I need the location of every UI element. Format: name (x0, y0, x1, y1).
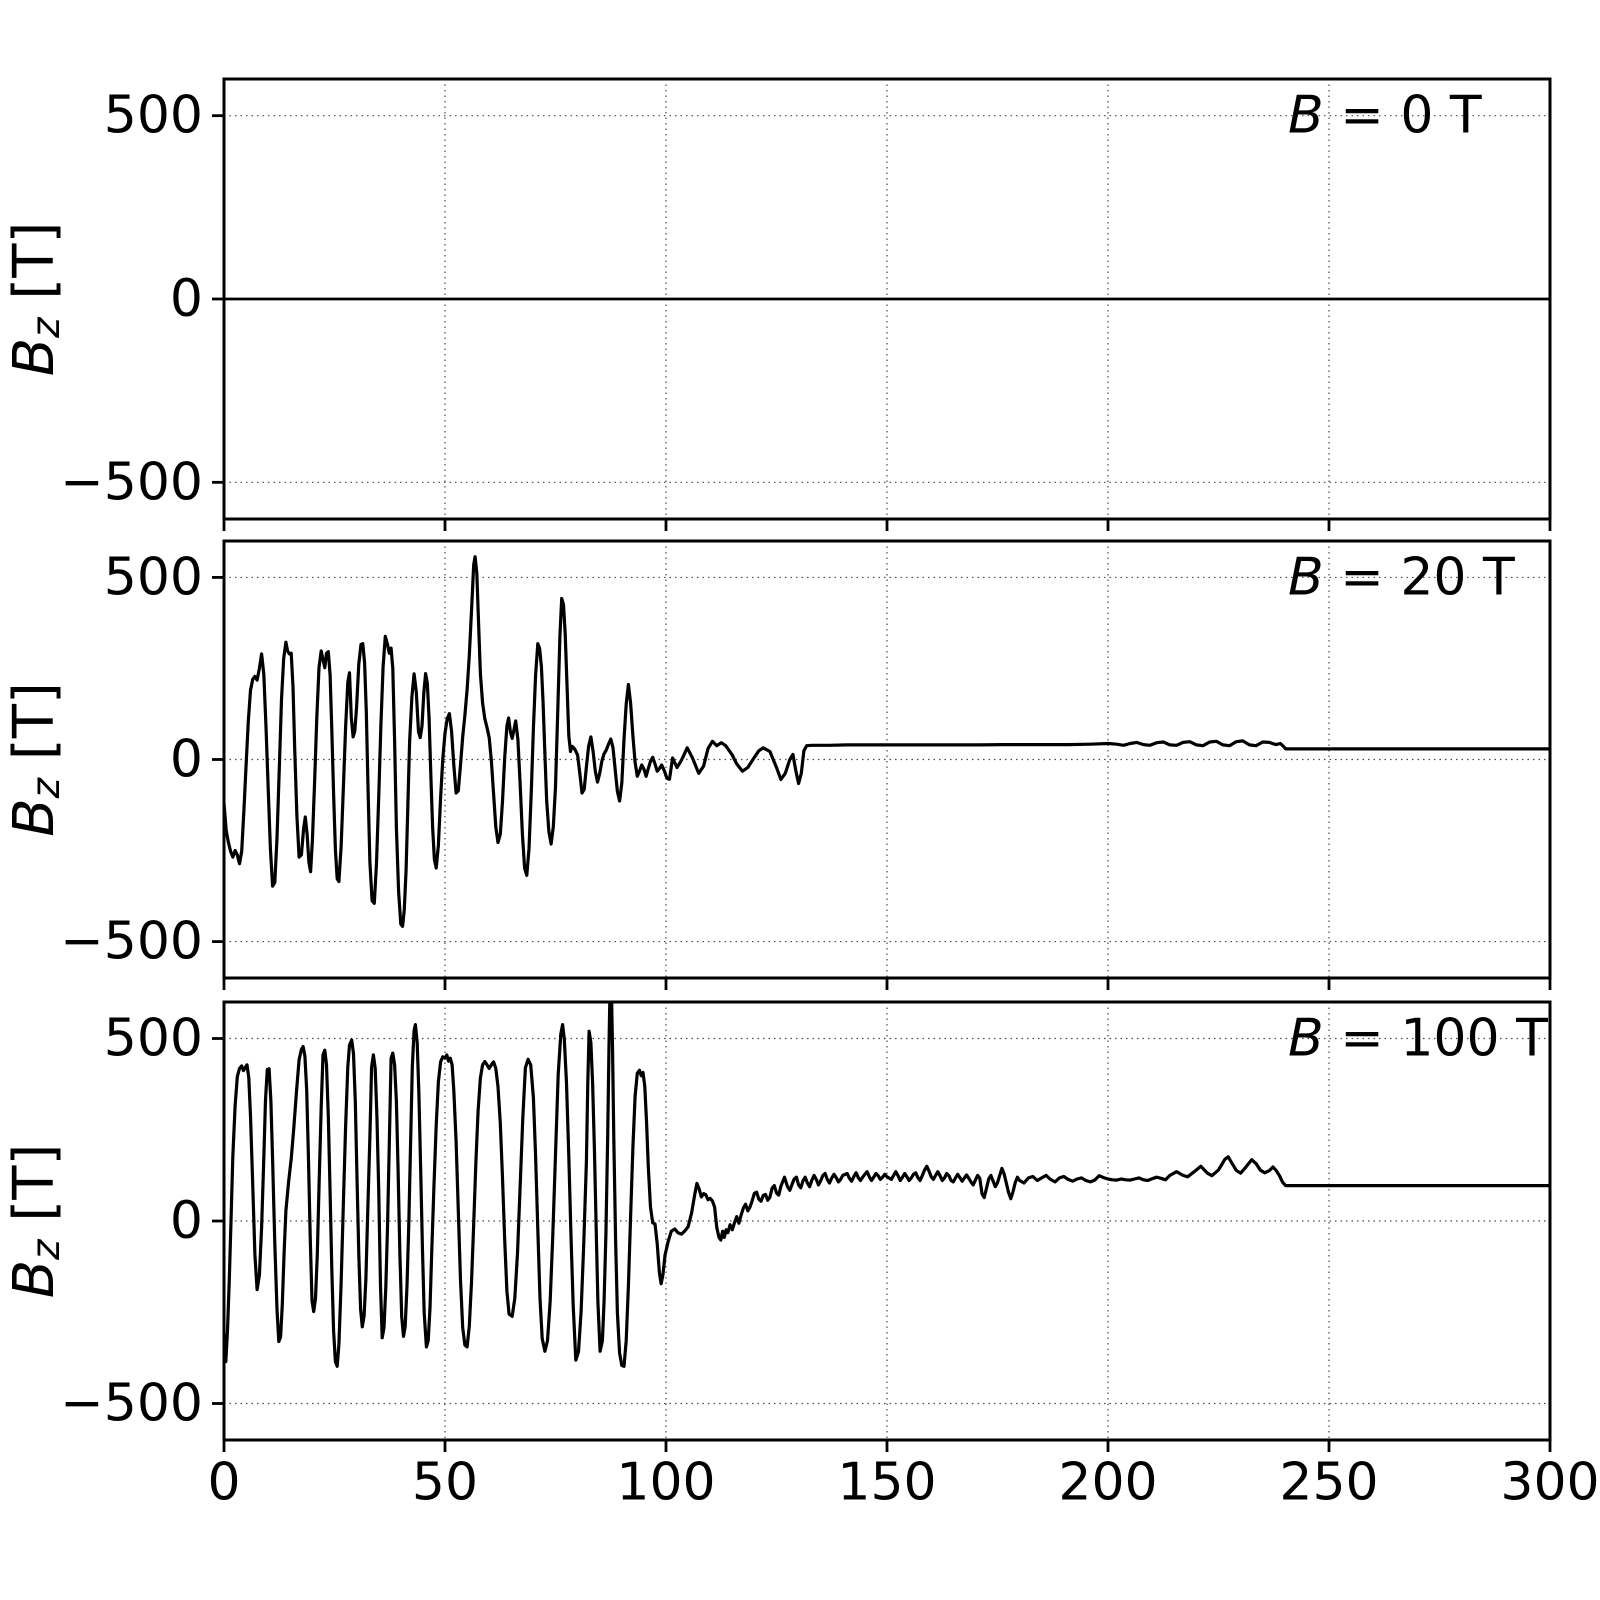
y-tick-label: −500 (60, 912, 203, 972)
panel-middle: −500 0 500 B = 20 T Bz [T] (2, 539, 1552, 990)
y-axis-label: Bz [T] (2, 222, 69, 377)
y-tick-label: −500 (60, 1374, 203, 1434)
series-group (224, 1002, 1550, 1368)
x-tick-label: 100 (616, 1453, 715, 1513)
axes-frame (222, 539, 1552, 980)
x-tick-label: 300 (1500, 1453, 1599, 1513)
y-tick-label: 0 (170, 1191, 203, 1251)
series-line (224, 555, 1550, 928)
panel-annotation: B = 0 T (1288, 86, 1482, 146)
y-tick-label: 0 (170, 269, 203, 329)
x-tick-label: 0 (207, 1453, 240, 1513)
panel-top: −500 0 500 B = 0 T Bz [T] (2, 77, 1552, 531)
y-tick-label: 500 (104, 86, 203, 146)
x-tick-label: 50 (412, 1453, 478, 1513)
series-line (224, 1002, 1550, 1368)
axes-frame (222, 77, 1552, 521)
y-tick-label: 500 (104, 1009, 203, 1069)
x-tick-label: 200 (1058, 1453, 1157, 1513)
y-axis-label: Bz [T] (2, 1144, 69, 1299)
panel-annotation: B = 20 T (1288, 547, 1515, 607)
x-tick-label: 250 (1279, 1453, 1378, 1513)
y-tick-label: 0 (170, 730, 203, 790)
axes-frame (222, 1000, 1552, 1442)
x-tick-label: 150 (837, 1453, 936, 1513)
y-axis-label: Bz [T] (2, 682, 69, 837)
panel-annotation: B = 100 T (1288, 1009, 1548, 1069)
y-tick-label: −500 (60, 452, 203, 512)
y-tick-label: 500 (104, 547, 203, 607)
series-group (224, 555, 1550, 928)
